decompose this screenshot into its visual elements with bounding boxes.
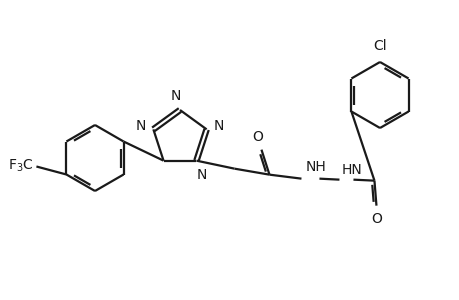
Text: N: N bbox=[136, 119, 146, 133]
Text: O: O bbox=[252, 130, 263, 144]
Text: Cl: Cl bbox=[372, 39, 386, 53]
Text: HN: HN bbox=[341, 163, 361, 177]
Text: F$_3$C: F$_3$C bbox=[8, 157, 34, 174]
Text: N: N bbox=[196, 168, 206, 182]
Text: N: N bbox=[170, 89, 181, 103]
Text: O: O bbox=[370, 212, 381, 226]
Text: NH: NH bbox=[305, 160, 325, 174]
Text: N: N bbox=[213, 119, 224, 133]
